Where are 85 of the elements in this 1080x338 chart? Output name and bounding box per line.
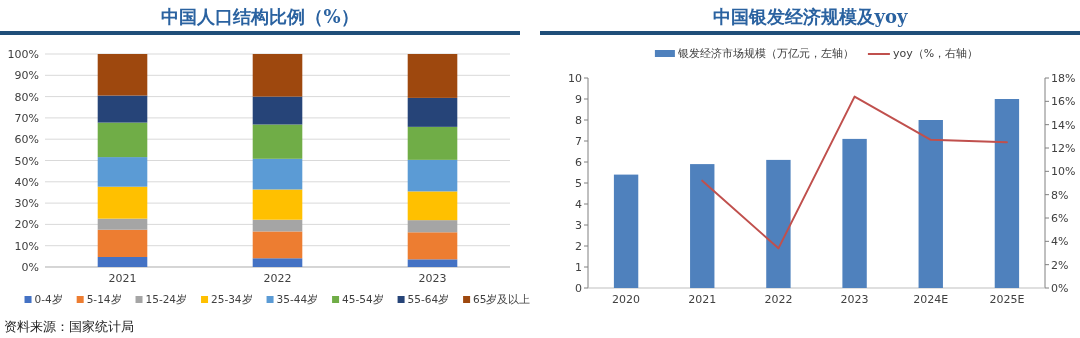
legend-label: 55-64岁 [407,293,450,305]
bar [407,97,458,127]
bar [407,126,458,160]
bar [407,220,458,233]
y-tick-label: 40% [14,175,39,189]
y2-tick-label: 14% [1051,118,1076,132]
legend-label: 银发经济市场规模（万亿元，左轴） [676,47,854,60]
y-tick-label: 5 [575,177,582,190]
y2-tick-label: 4% [1051,235,1069,249]
y2-tick-label: 6% [1051,212,1069,225]
bar [994,99,1020,288]
bar [97,95,148,123]
y-tick-label: 3 [575,219,582,232]
y-tick-label: 30% [14,197,39,211]
bar [407,159,458,192]
bar [407,259,458,267]
bar [97,54,148,96]
x-tick-label: 2022 [764,293,793,306]
bar [252,96,303,125]
bar [842,138,867,288]
legend-label: 5-14岁 [86,293,122,305]
bar [407,232,458,260]
chart-title: 中国人口结构比例（%） [161,6,359,27]
x-tick-label: 2024E [913,293,949,306]
y-tick-label: 80% [14,90,39,104]
x-tick-label: 2025E [989,293,1025,306]
y-tick-label: 70% [14,111,39,125]
legend-label: 35-44岁 [276,293,319,305]
y-tick-label: 7 [575,135,582,148]
legend-label: yoy（%，右轴） [892,47,979,60]
y-tick-label: 10% [14,239,39,253]
bar [613,174,639,288]
y-tick-label: 9 [575,93,582,106]
x-tick-label: 2022 [263,272,292,285]
bar [407,54,458,98]
x-tick-label: 2021 [108,272,137,285]
y-tick-label: 50% [14,154,39,168]
bar [690,164,715,288]
x-tick-label: 2023 [840,293,869,306]
y2-tick-label: 2% [1051,258,1069,272]
legend-label: 0-4岁 [34,293,63,305]
bar [97,256,148,267]
y2-tick-label: 18% [1051,72,1076,85]
legend-label: 25-34岁 [211,293,253,305]
y-tick-label: 10 [568,72,582,85]
legend-label: 45-54岁 [342,293,384,305]
x-tick-label: 2021 [688,293,717,306]
x-tick-label: 2023 [418,272,447,285]
y-tick-label: 90% [14,69,39,83]
y2-tick-label: 12% [1051,142,1076,155]
bar [252,54,303,97]
x-tick-label: 2020 [612,293,641,306]
text: 资料来源：国家统计局 [4,319,134,334]
bar [252,258,303,267]
y-tick-label: 2 [575,240,582,253]
y-tick-label: 0% [21,261,39,274]
bar [252,124,303,159]
bar [407,191,458,221]
bar [252,219,303,232]
bar [97,122,148,158]
bar [97,218,148,230]
bar [918,120,943,288]
y-tick-label: 20% [14,218,39,232]
bar [252,231,303,259]
y-tick-label: 60% [14,133,39,147]
bar [97,157,148,187]
y2-tick-label: 8% [1051,188,1069,202]
y-tick-label: 0 [575,282,582,295]
y-tick-label: 1 [575,261,582,274]
bar [766,159,791,288]
y-tick-label: 100% [7,48,39,61]
bar [252,158,303,190]
bar [97,186,148,219]
line-series [701,95,1008,250]
bar [97,229,148,257]
legend-label: 65岁及以上 [473,293,531,305]
legend-label: 15-24岁 [145,293,188,305]
y2-tick-label: 10% [1051,165,1076,179]
y2-tick-label: 0% [1051,282,1069,295]
y-tick-label: 4 [575,198,582,211]
y2-tick-label: 16% [1051,95,1076,109]
chart-title: 中国银发经济规模及yoy [712,6,908,27]
y-tick-label: 6 [575,156,582,169]
bar [252,189,303,220]
y-tick-label: 8 [575,114,582,127]
